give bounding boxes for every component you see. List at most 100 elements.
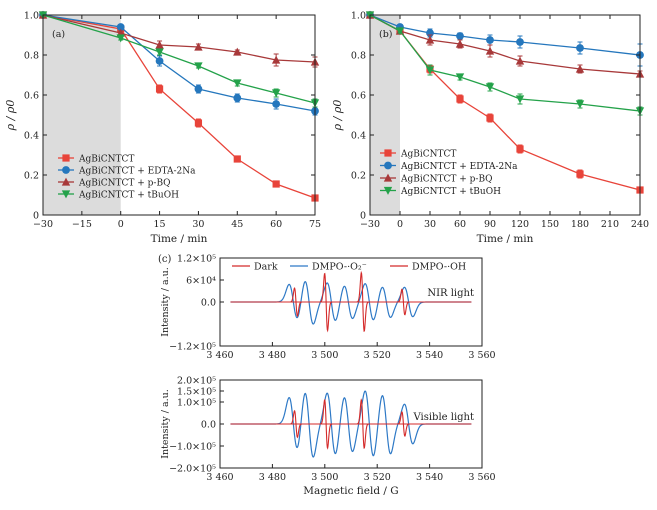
data-point xyxy=(194,85,203,93)
x-tick-label: 120 xyxy=(511,219,529,230)
data-point xyxy=(155,48,164,57)
chart-a: −30 −15 0 15 30 45 60 75 0 0.2 0.4 0.6 0.8 1.0 (a) Time… xyxy=(4,11,321,246)
x-tick-label: 60 xyxy=(454,219,466,230)
legend-entry: AgBiCNTCT xyxy=(400,149,456,159)
plot-frame xyxy=(42,14,316,216)
x-tick-label: −30 xyxy=(33,219,53,230)
y-tick-label: 0.8 xyxy=(351,51,366,62)
x-tick-label: 45 xyxy=(231,219,243,230)
legend-marker xyxy=(62,154,70,162)
dark-region xyxy=(370,15,400,215)
y-tick-label: 1.0 xyxy=(351,11,366,22)
y-axis-label: ρ / ρ0 xyxy=(4,100,17,132)
x-tick-label: 0 xyxy=(118,219,124,230)
y-tick-label: 0.0 xyxy=(201,420,216,431)
y-tick-label: 0.4 xyxy=(24,131,39,142)
legend: AgBiCNTCT AgBiCNTCT + EDTA-2Na AgBiCNTCT +… xyxy=(58,154,196,200)
x-tick-label: 0 xyxy=(397,219,403,230)
data-point xyxy=(155,57,164,65)
y-tick-label: −1.2×10⁵ xyxy=(169,342,216,353)
chart-c-vis: 3 460 3 480 3 500 3 520 3 540 3 560 −2.0×10⁵ −1… xyxy=(160,376,496,498)
data-point xyxy=(425,35,435,44)
data-point xyxy=(194,42,203,51)
plot-frame xyxy=(369,14,641,216)
y-tick-label: 1.0 xyxy=(24,11,39,22)
x-tick-label: 15 xyxy=(154,219,166,230)
x-tick-label: 150 xyxy=(541,219,559,230)
y-tick-label: −2.0×10⁵ xyxy=(169,464,216,475)
x-axis-label: Magnetic field / G xyxy=(303,485,398,497)
legend-entry: AgBiCNTCT + p-BQ xyxy=(78,178,170,188)
data-point xyxy=(116,34,125,43)
x-tick-label: 3 460 xyxy=(206,350,233,361)
x-tick-label: −15 xyxy=(72,219,92,230)
y-tick-label: 0.2 xyxy=(24,171,39,182)
legend-entry: AgBiCNTCT + EDTA-2Na xyxy=(78,166,196,176)
x-tick-label: 3 480 xyxy=(259,350,286,361)
legend-entry: AgBiCNTCT + tBuOH xyxy=(400,187,501,197)
data-point xyxy=(395,27,405,36)
x-tick-label: 3 540 xyxy=(416,472,443,483)
x-tick-label: 3 500 xyxy=(311,472,338,483)
y-tick-label: 0.0 xyxy=(201,298,216,309)
chart-b: −30 0 30 60 90 120 150 180 210 24000.20.40.60.81.… xyxy=(331,11,649,246)
data-point xyxy=(272,100,281,108)
x-axis-label: Time / min xyxy=(151,233,208,245)
series-line xyxy=(369,14,641,56)
x-tick-label: 3 560 xyxy=(468,350,495,361)
data-point xyxy=(515,95,525,104)
data-point xyxy=(194,62,203,71)
data-point xyxy=(456,95,464,103)
data-point xyxy=(515,56,525,65)
x-tick-label: 180 xyxy=(571,219,589,230)
x-tick-label: 3 540 xyxy=(416,350,443,361)
data-point xyxy=(485,83,495,92)
legend-marker xyxy=(61,177,71,186)
y-tick-label: 2.0×10⁵ xyxy=(177,376,216,387)
data-point xyxy=(575,100,585,109)
y-axis-label: Intensity / a.u. xyxy=(160,267,171,337)
x-tick-label: 3 560 xyxy=(468,472,495,483)
data-point xyxy=(575,64,585,73)
data-point xyxy=(233,94,242,102)
y-axis-label: ρ / ρ0 xyxy=(331,100,344,132)
x-tick-label: 30 xyxy=(192,219,204,230)
legend: Dark DMPO-·O₂⁻ DMPO-·OH xyxy=(232,261,466,272)
data-point xyxy=(486,36,494,44)
data-point xyxy=(233,79,242,88)
y-tick-label: −1.0×10⁵ xyxy=(169,442,216,453)
data-point xyxy=(576,44,584,52)
data-point xyxy=(155,40,164,49)
y-tick-label: 6×10⁴ xyxy=(186,276,216,287)
light-annotation: NIR light xyxy=(427,288,474,299)
x-tick-label: 3 520 xyxy=(364,350,391,361)
data-point xyxy=(516,145,524,153)
x-tick-label: 240 xyxy=(631,219,649,230)
legend-entry: AgBiCNTCT xyxy=(78,154,134,164)
legend-marker xyxy=(62,166,70,174)
y-tick-label: 1.2×10⁵ xyxy=(177,254,216,265)
data-point xyxy=(271,89,281,98)
data-point xyxy=(455,39,465,48)
y-tick-label: 0.4 xyxy=(351,131,366,142)
x-tick-label: 210 xyxy=(601,219,619,230)
x-tick-label: 75 xyxy=(309,219,321,230)
panel-label: (c) xyxy=(158,254,172,265)
x-tick-label: 3 500 xyxy=(311,350,338,361)
x-tick-label: 60 xyxy=(270,219,282,230)
series-line xyxy=(369,14,641,112)
y-tick-label: 0.2 xyxy=(351,171,366,182)
y-tick-label: 1.0×10⁵ xyxy=(177,398,216,409)
data-point xyxy=(271,55,281,64)
legend: AgBiCNTCT AgBiCNTCT + EDTA-2Na AgBiCNTCT +… xyxy=(380,149,518,197)
legend-marker xyxy=(383,173,393,182)
x-tick-label: 30 xyxy=(424,219,436,230)
legend-entry: DMPO-·OH xyxy=(412,261,466,272)
data-point xyxy=(576,170,584,178)
x-tick-label: 90 xyxy=(484,219,496,230)
data-point xyxy=(233,47,242,56)
legend-entry: AgBiCNTCT + EDTA-2Na xyxy=(400,162,518,172)
series-2 xyxy=(365,10,645,78)
light-annotation: Visible light xyxy=(412,412,474,423)
data-point xyxy=(485,46,495,55)
